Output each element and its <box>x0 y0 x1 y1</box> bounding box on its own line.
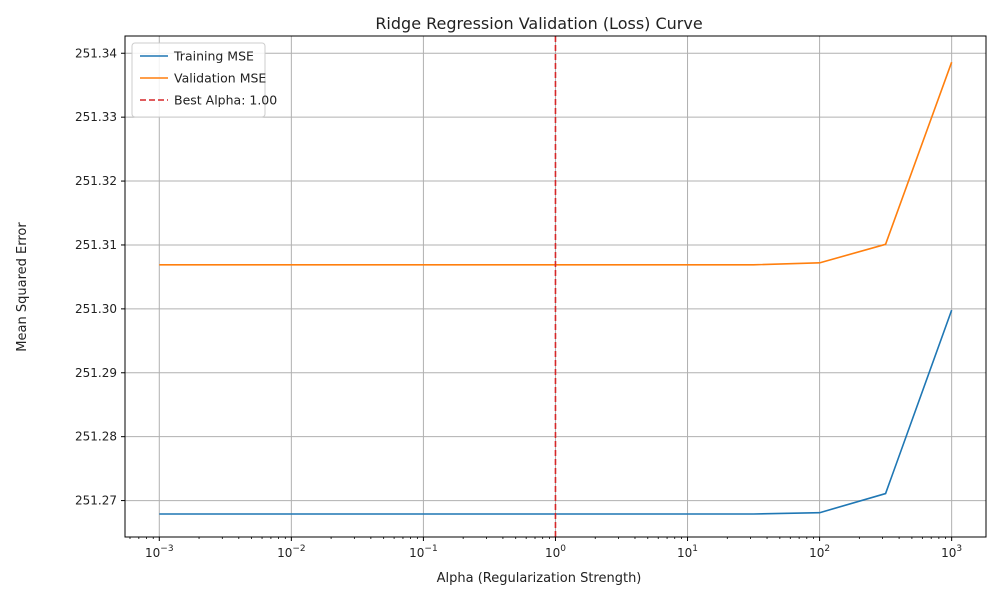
x-axis-label: Alpha (Regularization Strength) <box>437 571 642 586</box>
x-tick-exponent: −1 <box>424 544 437 554</box>
x-tick-base: 10 <box>677 546 692 560</box>
x-tick-label: 100 <box>545 544 566 560</box>
series-lines <box>159 36 953 537</box>
legend-item-validation-mse: Validation MSE <box>140 71 266 86</box>
y-tick-label: 251.32 <box>75 174 117 188</box>
x-tick-exponent: 1 <box>692 544 698 554</box>
chart-title: Ridge Regression Validation (Loss) Curve <box>375 14 702 33</box>
y-tick-label: 251.34 <box>75 46 117 60</box>
x-tick-exponent: 0 <box>560 544 566 554</box>
x-tick-exponent: 2 <box>824 544 830 554</box>
y-axis-label: Mean Squared Error <box>15 222 30 352</box>
x-tick-label: 101 <box>677 544 698 560</box>
y-tick-label: 251.30 <box>75 302 117 316</box>
x-tick-base: 10 <box>277 546 292 560</box>
x-tick-label: 10−1 <box>409 544 438 560</box>
y-tick-label: 251.28 <box>75 430 117 444</box>
legend-label: Training MSE <box>173 49 254 64</box>
x-tick-base: 10 <box>545 546 560 560</box>
y-tick-label: 251.31 <box>75 238 117 252</box>
x-tick-exponent: −3 <box>160 544 173 554</box>
x-tick-base: 10 <box>409 546 424 560</box>
y-tick-label: 251.33 <box>75 110 117 124</box>
legend-item-best-alpha: Best Alpha: 1.00 <box>140 93 277 108</box>
x-tick-base: 10 <box>941 546 956 560</box>
x-tick-base: 10 <box>809 546 824 560</box>
x-tick-label: 103 <box>941 544 962 560</box>
x-tick-label: 10−3 <box>145 544 174 560</box>
x-tick-exponent: 3 <box>956 544 962 554</box>
legend-box <box>131 42 266 118</box>
legend-item-training-mse: Training MSE <box>140 49 254 64</box>
axis-ticks: 10−3 10−2 10−1 100 101 102 103251.27251.28251.… <box>75 46 962 560</box>
legend: Training MSE Validation MSE Best Alpha: 1.… <box>131 42 277 118</box>
x-tick-label: 102 <box>809 544 830 560</box>
legend-label: Validation MSE <box>174 71 266 86</box>
x-tick-label: 10−2 <box>277 544 306 560</box>
y-tick-label: 251.27 <box>75 494 117 508</box>
x-tick-exponent: −2 <box>292 544 305 554</box>
x-tick-base: 10 <box>145 546 160 560</box>
y-tick-label: 251.29 <box>75 366 117 380</box>
legend-label: Best Alpha: 1.00 <box>174 93 277 108</box>
